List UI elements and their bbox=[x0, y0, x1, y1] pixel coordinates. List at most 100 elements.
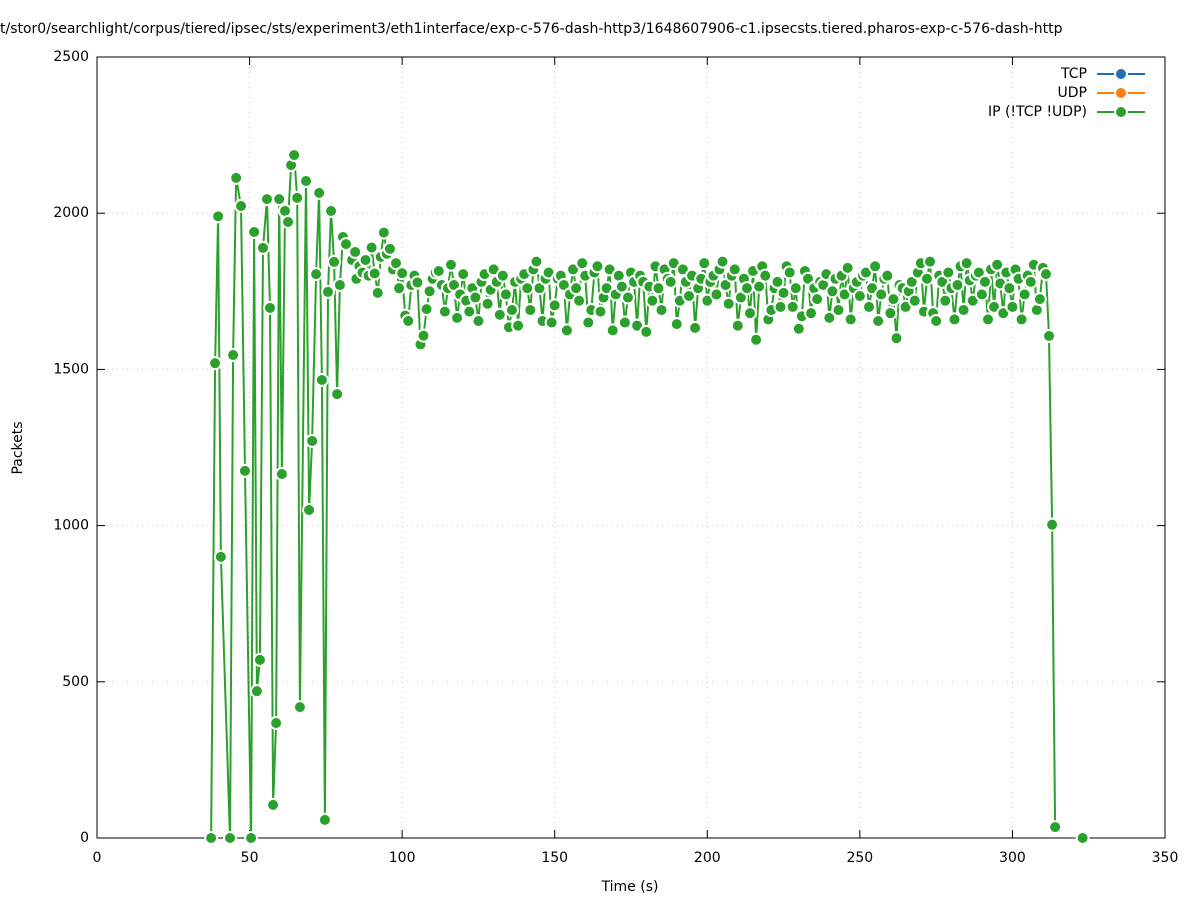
data-point bbox=[495, 268, 510, 283]
data-point bbox=[715, 254, 730, 269]
data-point bbox=[645, 293, 660, 308]
data-point bbox=[392, 281, 407, 296]
data-point bbox=[312, 185, 327, 200]
data-point bbox=[688, 320, 703, 335]
data-point bbox=[843, 312, 858, 327]
data-point bbox=[868, 259, 883, 274]
data-point bbox=[498, 287, 513, 302]
data-point bbox=[721, 296, 736, 311]
data-point bbox=[1048, 820, 1063, 835]
series-line bbox=[211, 155, 1083, 838]
data-point bbox=[299, 174, 314, 189]
data-point bbox=[213, 549, 228, 564]
data-point bbox=[382, 241, 397, 256]
data-point bbox=[1023, 274, 1038, 289]
y-tick-label: 2500 bbox=[53, 49, 89, 65]
data-point bbox=[941, 265, 956, 280]
data-point bbox=[782, 265, 797, 280]
data-point bbox=[237, 463, 252, 478]
data-point bbox=[367, 266, 382, 281]
data-point bbox=[317, 812, 332, 827]
data-point bbox=[620, 290, 635, 305]
data-point bbox=[327, 254, 342, 269]
data-point bbox=[956, 303, 971, 318]
legend-marker bbox=[1114, 105, 1128, 119]
data-point bbox=[358, 253, 373, 268]
data-point bbox=[272, 192, 287, 207]
data-point bbox=[229, 170, 244, 185]
data-point bbox=[617, 315, 632, 330]
data-point bbox=[1042, 328, 1057, 343]
data-point bbox=[309, 267, 324, 282]
data-point bbox=[226, 348, 241, 363]
data-point bbox=[338, 237, 353, 252]
data-point bbox=[575, 256, 590, 271]
x-axis-label: Time (s) bbox=[601, 879, 659, 895]
data-point bbox=[791, 321, 806, 336]
data-point bbox=[773, 299, 788, 314]
data-point bbox=[330, 387, 345, 402]
data-point bbox=[395, 266, 410, 281]
data-point bbox=[840, 260, 855, 275]
plot-border bbox=[96, 56, 1166, 839]
data-point bbox=[919, 271, 934, 286]
data-point bbox=[770, 274, 785, 289]
data-point bbox=[559, 323, 574, 338]
data-point bbox=[208, 356, 223, 371]
data-point bbox=[822, 310, 837, 325]
y-tick-label: 1500 bbox=[53, 361, 89, 377]
data-point bbox=[669, 317, 684, 332]
data-point bbox=[593, 304, 608, 319]
data-point bbox=[364, 240, 379, 255]
y-axis-label: Packets bbox=[10, 421, 26, 474]
data-point bbox=[547, 298, 562, 313]
data-point bbox=[290, 190, 305, 205]
y-tick-label: 2000 bbox=[53, 205, 89, 221]
data-point bbox=[431, 263, 446, 278]
data-point bbox=[314, 373, 329, 388]
data-point bbox=[831, 303, 846, 318]
data-point bbox=[244, 831, 259, 845]
data-point bbox=[320, 284, 335, 299]
y-tick-label: 500 bbox=[62, 674, 89, 690]
data-point bbox=[410, 275, 425, 290]
legend-label: IP (!TCP !UDP) bbox=[988, 104, 1087, 120]
data-point bbox=[324, 204, 339, 219]
data-point bbox=[249, 684, 264, 699]
data-point bbox=[639, 324, 654, 339]
data-point bbox=[654, 303, 669, 318]
data-point bbox=[287, 148, 302, 163]
data-point bbox=[569, 281, 584, 296]
data-point bbox=[938, 293, 953, 308]
data-point bbox=[825, 284, 840, 299]
data-point bbox=[292, 700, 307, 715]
data-point bbox=[739, 281, 754, 296]
data-point bbox=[462, 304, 477, 319]
data-point bbox=[727, 262, 742, 277]
data-point bbox=[422, 284, 437, 299]
data-point bbox=[886, 292, 901, 307]
data-point bbox=[529, 254, 544, 269]
data-point bbox=[204, 831, 219, 845]
x-tick-label: 300 bbox=[999, 850, 1026, 866]
data-point bbox=[544, 315, 559, 330]
data-point bbox=[788, 281, 803, 296]
data-point bbox=[880, 268, 895, 283]
legend-label: UDP bbox=[1058, 85, 1087, 101]
data-point bbox=[456, 267, 471, 282]
data-point bbox=[1014, 312, 1029, 327]
data-point bbox=[211, 209, 226, 224]
data-point bbox=[255, 240, 270, 255]
data-point bbox=[234, 199, 249, 214]
data-point bbox=[468, 290, 483, 305]
data-point bbox=[749, 332, 764, 347]
data-point bbox=[266, 797, 281, 812]
data-point bbox=[252, 652, 267, 667]
data-point bbox=[443, 257, 458, 272]
data-point bbox=[263, 300, 278, 315]
y-tick-label: 0 bbox=[80, 830, 89, 846]
data-point bbox=[370, 285, 385, 300]
data-point bbox=[974, 287, 989, 302]
data-point bbox=[332, 278, 347, 293]
data-point bbox=[1032, 292, 1047, 307]
